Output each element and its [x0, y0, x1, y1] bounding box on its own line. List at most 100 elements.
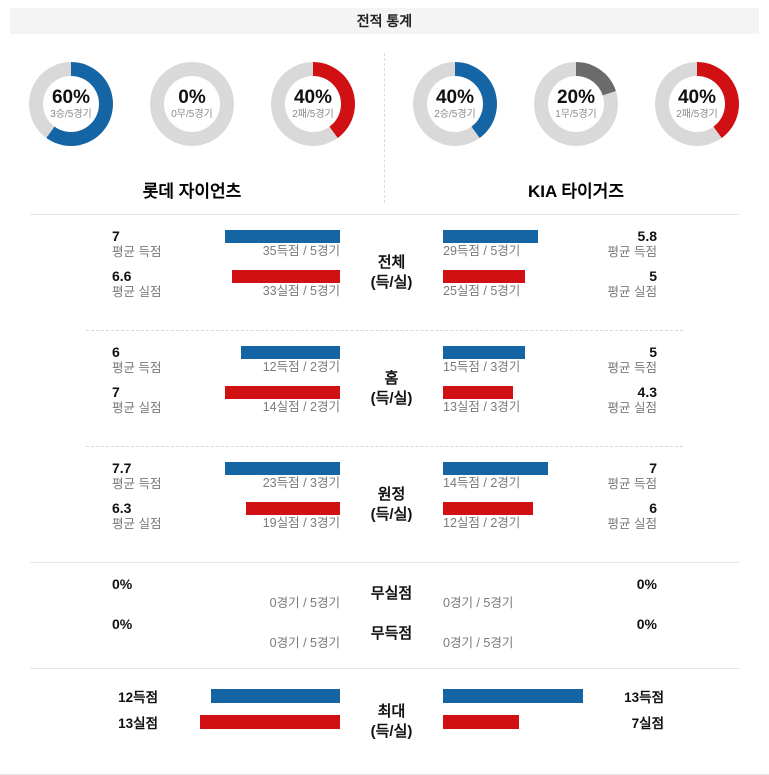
home-section-title: 홈 (득/실): [340, 331, 443, 446]
donut-center: 40% 2승/5경기: [427, 76, 483, 132]
home-home-conceded-bar-col: 14실점 / 2경기: [225, 385, 340, 415]
max-scored-row: 12득점 13득점: [90, 688, 769, 705]
home-avg-scored-label: 평균 득점: [112, 361, 162, 375]
donut-sublabel: 3승/5경기: [50, 109, 92, 120]
home-home-scored-bar: [241, 346, 340, 359]
section-divider-dashed: [86, 446, 683, 447]
vertical-dashed-divider: [384, 53, 385, 203]
bar-track: [443, 714, 583, 729]
away-avg-scored-value: 5.8: [637, 228, 657, 244]
bar-track: [443, 270, 558, 283]
home-road-scored-detail: 23득점 / 3경기: [262, 476, 340, 490]
away-avg-conceded-label: 평균 실점: [607, 285, 657, 299]
section-title: 최대: [377, 702, 406, 720]
bar-track: [443, 230, 558, 243]
donut-sublabel: 1무/5경기: [555, 109, 597, 120]
home-total-conceded-detail: 33실점 / 5경기: [262, 284, 340, 298]
home-total-conceded-bar-col: 33실점 / 5경기: [225, 269, 340, 299]
away-loss-donut: 40% 2패/5경기: [655, 62, 739, 146]
home-total-conceded-value-col: 6.6 평균 실점: [112, 268, 225, 300]
home-total-scored-detail: 35득점 / 5경기: [262, 244, 340, 258]
home-road-conceded-bar-col: 19실점 / 3경기: [225, 501, 340, 531]
home-home-conceded-detail: 14실점 / 2경기: [262, 400, 340, 414]
home-home-scored-value-col: 6 평균 득점: [112, 345, 225, 376]
max-conceded-row: 13실점 7실점: [90, 714, 769, 731]
max-section-title: 최대 (득/실): [340, 669, 443, 774]
home-max-conceded-bar: [200, 714, 340, 729]
home-team-donuts: 60% 3승/5경기 0% 0무/5경기 40% 2패/5경기: [0, 62, 384, 146]
home-shutout-detail: 0경기 / 5경기: [269, 596, 340, 610]
away-max-scored-bar-col: [443, 688, 583, 703]
away-total-scored-bar-col: 29득점 / 5경기: [443, 229, 558, 259]
home-road-scored-bar-col: 23득점 / 3경기: [225, 461, 340, 491]
home-max-scored-label: 12득점: [118, 689, 158, 705]
donut-sublabel: 2패/5경기: [292, 109, 334, 120]
away-road-scored-bar: [443, 462, 548, 475]
home-conceded-row: 7 평균 실점 14실점 / 2경기 13실점 / 3경기 4.3 평균 실점: [112, 385, 769, 416]
section-title: 홈: [384, 369, 399, 387]
home-win-donut: 60% 3승/5경기: [29, 62, 113, 146]
away-avg-scored-value: 7: [649, 460, 657, 476]
away-home-conceded-detail: 13실점 / 3경기: [443, 400, 521, 414]
away-avg-conceded-label: 평균 실점: [607, 517, 657, 531]
away-avg-conceded-value: 5: [649, 268, 657, 284]
home-avg-conceded-label: 평균 실점: [112, 285, 162, 299]
home-home-scored-bar-col: 12득점 / 2경기: [225, 345, 340, 375]
stat-section-zero: 0% 0경기 / 5경기 무실점 0경기 / 5경기 0% 0% 0경기 / 5…: [0, 563, 769, 668]
donut-percent: 20%: [556, 87, 596, 108]
away-home-scored-detail: 15득점 / 3경기: [443, 360, 521, 374]
away-home-conceded-value-col: 4.3 평균 실점: [558, 385, 657, 416]
away-road-conceded-detail: 12실점 / 2경기: [443, 516, 521, 530]
away-shutout-detail: 0경기 / 5경기: [443, 596, 514, 610]
home-max-conceded-label: 13실점: [118, 715, 158, 731]
away-avg-scored-label: 평균 득점: [607, 477, 657, 491]
total-conceded-row: 6.6 평균 실점 33실점 / 5경기 25실점 / 5경기 5 평균 실점: [112, 268, 769, 300]
home-max-scored-bar: [211, 688, 340, 703]
home-scoreless-percent: 0%: [112, 616, 133, 632]
home-team-name: 롯데 자이언츠: [142, 182, 242, 201]
donut-sublabel: 2승/5경기: [434, 109, 476, 120]
home-total-scored-value-col: 7 평균 득점: [112, 229, 225, 260]
section-subtitle: (득/실): [370, 273, 413, 291]
scoreless-title: 무득점: [370, 625, 413, 642]
team-names-row: 롯데 자이언츠 KIA 타이거즈: [0, 177, 769, 201]
home-shutout-percent: 0%: [112, 576, 133, 592]
section-divider-dashed: [86, 330, 683, 331]
away-total-conceded-value-col: 5 평균 실점: [558, 268, 657, 300]
donut-center: 20% 1무/5경기: [548, 76, 604, 132]
away-max-conceded-bar: [443, 714, 519, 729]
section-divider: [30, 214, 739, 215]
home-avg-conceded-value: 6.6: [112, 268, 132, 284]
home-max-scored-bar-col: [158, 688, 340, 703]
away-home-conceded-bar: [443, 386, 514, 399]
home-road-scored-value-col: 7.7 평균 득점: [112, 461, 225, 492]
away-home-scored-bar-col: 15득점 / 3경기: [443, 345, 558, 375]
road-section-title: 원정 (득/실): [340, 447, 443, 562]
away-road-conceded-bar: [443, 502, 533, 515]
home-road-conceded-detail: 19실점 / 3경기: [262, 516, 340, 530]
away-team-donuts: 40% 2승/5경기 20% 1무/5경기 40% 2패/5경기: [384, 62, 768, 146]
shutout-title: 무실점: [370, 585, 413, 602]
home-road-conceded-value-col: 6.3 평균 실점: [112, 501, 225, 532]
away-max-scored-bar: [443, 688, 583, 703]
bar-track: [225, 502, 340, 515]
away-draw-donut: 20% 1무/5경기: [534, 62, 618, 146]
away-road-scored-value-col: 7 평균 득점: [558, 460, 657, 492]
road-conceded-row: 6.3 평균 실점 19실점 / 3경기 12실점 / 2경기 6 평균 실점: [112, 501, 769, 532]
home-total-scored-bar: [225, 230, 340, 243]
donut-percent: 40%: [435, 87, 475, 108]
away-avg-scored-value: 5: [649, 344, 657, 360]
home-draw-donut: 0% 0무/5경기: [150, 62, 234, 146]
section-divider: [30, 562, 739, 563]
away-team-name: KIA 타이거즈: [528, 182, 624, 201]
bar-track: [225, 346, 340, 359]
section-subtitle: (득/실): [370, 505, 413, 523]
donut-sublabel: 0무/5경기: [171, 109, 213, 120]
away-avg-conceded-label: 평균 실점: [607, 401, 657, 415]
donut-center: 40% 2패/5경기: [669, 76, 725, 132]
stat-section-home: 6 평균 득점 12득점 / 2경기 15득점 / 3경기 5 평균 득점 7 …: [0, 331, 769, 446]
stat-section-max: 12득점 13득점 13실점 7실점 최대 (득/실: [0, 669, 769, 774]
donut-percent: 40%: [677, 87, 717, 108]
home-home-conceded-bar: [225, 386, 340, 399]
bar-track: [443, 346, 558, 359]
